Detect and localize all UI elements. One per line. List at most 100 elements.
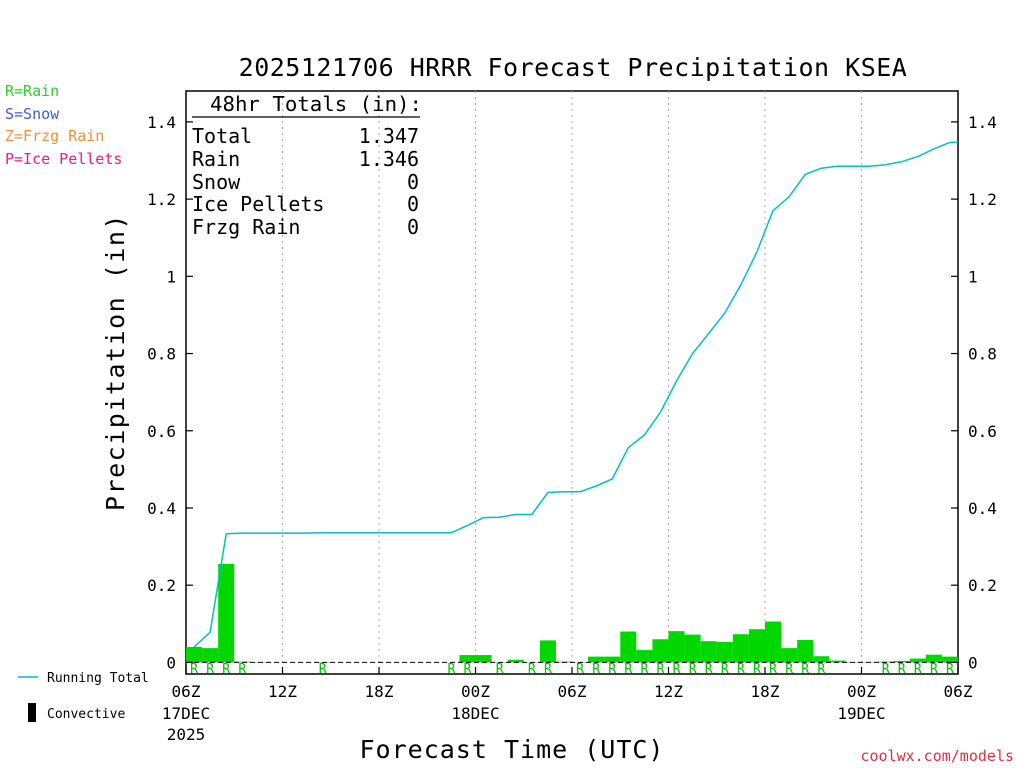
rain-marker-16: R bbox=[673, 662, 681, 677]
ytick-label-left-2: 0.4 bbox=[147, 499, 176, 518]
precip-bar-20 bbox=[507, 659, 524, 663]
legend-frzg-rain: Z=Frzg Rain bbox=[5, 127, 104, 145]
rain-marker-13: R bbox=[624, 662, 632, 677]
precip-bar-35 bbox=[748, 629, 765, 663]
legend-snow: S=Snow bbox=[5, 105, 60, 123]
running-total-line bbox=[193, 141, 958, 648]
precip-bar-32 bbox=[700, 641, 717, 663]
totals-box: 48hr Totals (in): Total 1.347 Rain 1.346… bbox=[192, 92, 422, 239]
precip-bar-37 bbox=[781, 648, 798, 663]
rain-marker-15: R bbox=[657, 662, 665, 677]
rain-marker-3: R bbox=[238, 662, 246, 677]
precip-bar-0 bbox=[186, 646, 203, 663]
rain-marker-0: R bbox=[190, 662, 198, 677]
y-axis-label: Precipitation (in) bbox=[101, 213, 130, 511]
totals-value-snow: 0 bbox=[407, 170, 419, 194]
precip-bar-40 bbox=[829, 660, 846, 663]
ytick-label-right-1: 0.2 bbox=[968, 576, 997, 595]
rain-marker-2: R bbox=[222, 662, 230, 677]
rain-marker-22: R bbox=[769, 662, 777, 677]
xtick-date-0: 17DEC bbox=[162, 704, 210, 723]
rain-marker-11: R bbox=[592, 662, 600, 677]
ytick-label-left-7: 1.4 bbox=[147, 113, 176, 132]
precip-bar-27 bbox=[620, 631, 637, 663]
rain-marker-21: R bbox=[753, 662, 761, 677]
ytick-label-right-3: 0.6 bbox=[968, 422, 997, 441]
rain-marker-17: R bbox=[689, 662, 697, 677]
totals-label-ice-pellets: Ice Pellets bbox=[192, 192, 324, 216]
ytick-label-left-1: 0.2 bbox=[147, 576, 176, 595]
precip-bar-26 bbox=[604, 656, 621, 663]
precip-bar-44 bbox=[893, 660, 910, 663]
rain-marker-18: R bbox=[705, 662, 713, 677]
ytick-label-left-5: 1 bbox=[166, 267, 176, 286]
rain-marker-19: R bbox=[721, 662, 729, 677]
running-total-legend-label: Running Total bbox=[47, 671, 149, 686]
precip-bar-17 bbox=[459, 655, 476, 663]
vertical-gridlines bbox=[282, 91, 862, 674]
xtick-label-0: 06Z bbox=[172, 682, 201, 701]
precip-bar-33 bbox=[716, 641, 733, 663]
plot-frame bbox=[185, 90, 959, 675]
chart-title: 2025121706 HRRR Forecast Precipitation K… bbox=[239, 53, 908, 82]
convective-legend-swatch bbox=[28, 703, 36, 722]
credit-text: coolwx.com/models bbox=[860, 747, 1014, 765]
totals-label-frzg-rain: Frzg Rain bbox=[192, 215, 300, 239]
rain-marker-7: R bbox=[496, 662, 504, 677]
precip-bar-38 bbox=[797, 640, 814, 663]
ytick-label-left-4: 0.8 bbox=[147, 345, 176, 364]
rain-marker-14: R bbox=[640, 662, 648, 677]
xtick-date-3: 18DEC bbox=[451, 704, 499, 723]
rain-marker-6: R bbox=[464, 662, 472, 677]
rain-marker-9: R bbox=[544, 662, 552, 677]
precip-bar-34 bbox=[732, 634, 749, 663]
xtick-label-4: 06Z bbox=[558, 682, 587, 701]
xtick-label-8: 06Z bbox=[944, 682, 973, 701]
xtick-label-3: 00Z bbox=[461, 682, 490, 701]
ytick-label-left-6: 1.2 bbox=[147, 190, 176, 209]
xtick-date-7: 19DEC bbox=[837, 704, 885, 723]
precip-bar-47 bbox=[941, 656, 958, 663]
ytick-label-right-0: 0 bbox=[968, 653, 978, 672]
precip-bar-39 bbox=[813, 656, 830, 663]
rain-marker-26: R bbox=[882, 662, 890, 677]
ytick-label-right-4: 0.8 bbox=[968, 345, 997, 364]
precip-bar-25 bbox=[588, 656, 605, 663]
precip-bar-22 bbox=[539, 640, 556, 663]
precip-bar-1 bbox=[202, 648, 219, 663]
precip-bar-2 bbox=[218, 563, 235, 663]
totals-header: 48hr Totals (in): bbox=[210, 92, 422, 116]
ytick-label-right-7: 1.4 bbox=[968, 113, 997, 132]
precip-bar-29 bbox=[652, 639, 669, 663]
rain-marker-30: R bbox=[946, 662, 954, 677]
convective-legend-label: Convective bbox=[47, 707, 125, 722]
ytick-label-left-0: 0 bbox=[166, 653, 176, 672]
rain-marker-4: R bbox=[319, 662, 327, 677]
rain-marker-20: R bbox=[737, 662, 745, 677]
precip-type-legend: R=Rain S=Snow Z=Frzg Rain P=Ice Pellets bbox=[5, 82, 122, 168]
xtick-label-2: 18Z bbox=[365, 682, 394, 701]
precip-bar-45 bbox=[909, 658, 926, 663]
precip-bar-18 bbox=[475, 655, 492, 663]
precip-bar-28 bbox=[636, 650, 653, 663]
rain-marker-5: R bbox=[447, 662, 455, 677]
totals-value-ice-pellets: 0 bbox=[407, 192, 419, 216]
rain-marker-23: R bbox=[785, 662, 793, 677]
xtick-label-6: 18Z bbox=[751, 682, 780, 701]
legend-rain: R=Rain bbox=[5, 82, 59, 100]
rain-marker-8: R bbox=[528, 662, 536, 677]
legend-ice-pellets: P=Ice Pellets bbox=[5, 150, 122, 168]
hourly-precip-bars bbox=[186, 563, 958, 663]
rain-marker-1: R bbox=[206, 662, 214, 677]
x-axis-ticks: 06Z 17DEC 2025 12Z 18Z 00Z 18DEC 06Z 12Z 18Z 00Z 19… bbox=[162, 667, 973, 744]
totals-label-snow: Snow bbox=[192, 170, 241, 194]
rain-marker-29: R bbox=[930, 662, 938, 677]
ytick-label-right-5: 1 bbox=[968, 267, 978, 286]
totals-value-rain: 1.346 bbox=[359, 147, 419, 171]
xtick-label-7: 00Z bbox=[847, 682, 876, 701]
totals-value-total: 1.347 bbox=[359, 124, 419, 148]
xtick-label-5: 12Z bbox=[654, 682, 683, 701]
y-axis-ticks: 0 00.2 0.20.4 0.40.6 0.60.8 0.81 11.2 1.21.4 1.4 bbox=[147, 113, 997, 673]
